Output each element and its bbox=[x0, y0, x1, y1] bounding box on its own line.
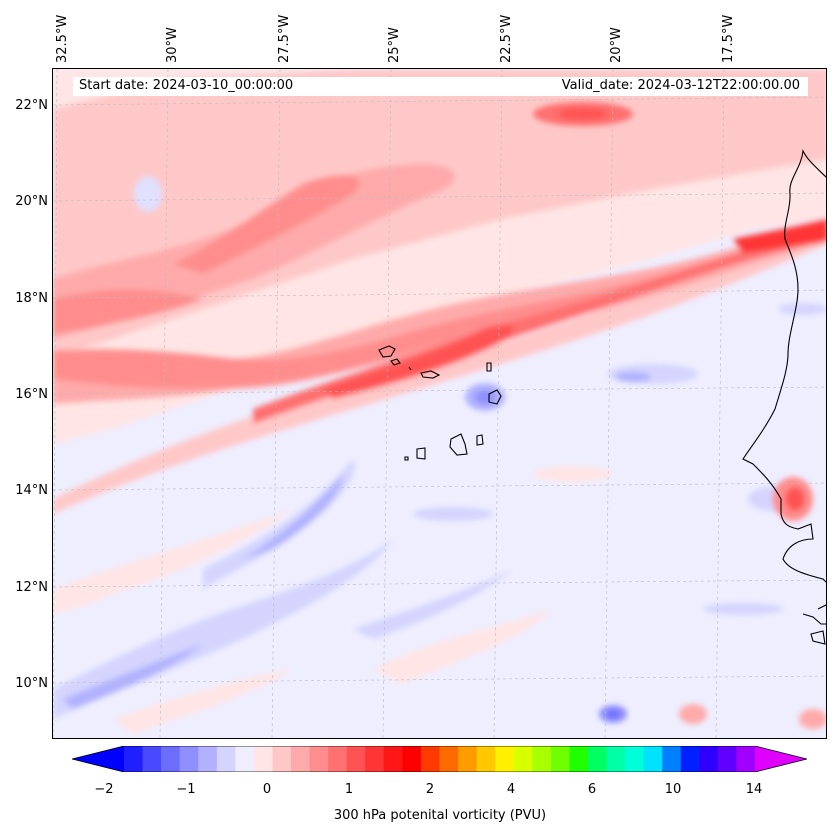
colorbar-tick: 0 bbox=[262, 782, 272, 797]
pv-upper-band bbox=[53, 163, 455, 339]
colorbar-tick: 10 bbox=[664, 782, 682, 797]
colorbar-segment bbox=[587, 746, 608, 772]
lon-label: 27.5°W bbox=[277, 14, 292, 63]
pv-north-region bbox=[53, 69, 826, 444]
colorbar-tick: 6 bbox=[587, 782, 597, 797]
graticule bbox=[53, 69, 826, 738]
colorbar-segment bbox=[717, 746, 737, 772]
colorbar-segment bbox=[736, 746, 756, 772]
colorbar-segment bbox=[328, 746, 348, 772]
colorbar-segment bbox=[161, 746, 181, 772]
colorbar-segment bbox=[569, 746, 589, 772]
colorbar-segment bbox=[550, 746, 570, 772]
colorbar-segment bbox=[495, 746, 515, 772]
africa-coastline bbox=[742, 149, 826, 645]
colorbar-tick: −1 bbox=[176, 782, 196, 797]
colorbar-segment bbox=[402, 746, 422, 772]
colorbar-segment bbox=[420, 746, 440, 772]
lon-label: 32.5°W bbox=[55, 14, 70, 63]
colorbar-segment bbox=[383, 746, 403, 772]
colorbar-tick: 1 bbox=[344, 782, 354, 797]
colorbar bbox=[72, 746, 807, 772]
colorbar-segment bbox=[124, 746, 144, 772]
colorbar-extend-min bbox=[72, 746, 124, 772]
colorbar-segment bbox=[142, 746, 162, 772]
colorbar-segment bbox=[680, 746, 700, 772]
colorbar-segment bbox=[439, 746, 459, 772]
lat-label: 16°N bbox=[15, 387, 48, 402]
colorbar-segment bbox=[272, 746, 292, 772]
colorbar-tick: 4 bbox=[506, 782, 516, 797]
colorbar-segment bbox=[699, 746, 719, 772]
colorbar-segment bbox=[235, 746, 255, 772]
colorbar-segment bbox=[253, 746, 273, 772]
colorbar-segment bbox=[291, 746, 311, 772]
colorbar-segment bbox=[365, 746, 385, 772]
colorbar-segment bbox=[198, 746, 218, 772]
colorbar-segment bbox=[513, 746, 533, 772]
colorbar-segment bbox=[476, 746, 496, 772]
colorbar-segment bbox=[309, 746, 329, 772]
colorbar-tick: 14 bbox=[745, 782, 763, 797]
colorbar-segment bbox=[458, 746, 478, 772]
colorbar-segment bbox=[606, 746, 626, 772]
start-date: Start date: 2024-03-10_00:00:00 bbox=[79, 78, 294, 93]
colorbar-extend-max bbox=[755, 746, 807, 772]
pv-jet-streak bbox=[53, 219, 826, 514]
lon-label: 22.5°W bbox=[499, 14, 514, 63]
lat-label: 12°N bbox=[15, 580, 48, 595]
colorbar-segment bbox=[625, 746, 645, 772]
lon-label: 25°W bbox=[387, 27, 402, 63]
colorbar-label: 300 hPa potenital vorticity (PVU) bbox=[333, 808, 547, 823]
pv-south-positive-patches bbox=[53, 102, 826, 734]
colorbar-tick: 2 bbox=[425, 782, 435, 797]
colorbar-segment bbox=[346, 746, 366, 772]
pv-field bbox=[53, 69, 826, 738]
map-plot: Start date: 2024-03-10_00:00:00 Valid_da… bbox=[52, 68, 827, 739]
lat-label: 20°N bbox=[15, 194, 48, 209]
lat-label: 18°N bbox=[15, 291, 48, 306]
lat-label: 10°N bbox=[15, 676, 48, 691]
lon-label: 30°W bbox=[165, 27, 180, 63]
colorbar-tick: −2 bbox=[94, 782, 114, 797]
colorbar-segment bbox=[179, 746, 199, 772]
lon-label: 20°W bbox=[609, 27, 624, 63]
lon-label: 17.5°W bbox=[721, 14, 736, 63]
colorbar-segment bbox=[643, 746, 663, 772]
lat-label: 14°N bbox=[15, 483, 48, 498]
colorbar-segment bbox=[216, 746, 236, 772]
lat-label: 22°N bbox=[15, 98, 48, 113]
valid-date: Valid_date: 2024-03-12T22:00:00.00 bbox=[561, 78, 800, 93]
colorbar-segment bbox=[662, 746, 682, 772]
cabo-verde-islands bbox=[378, 345, 502, 461]
colorbar-segment bbox=[532, 746, 552, 772]
